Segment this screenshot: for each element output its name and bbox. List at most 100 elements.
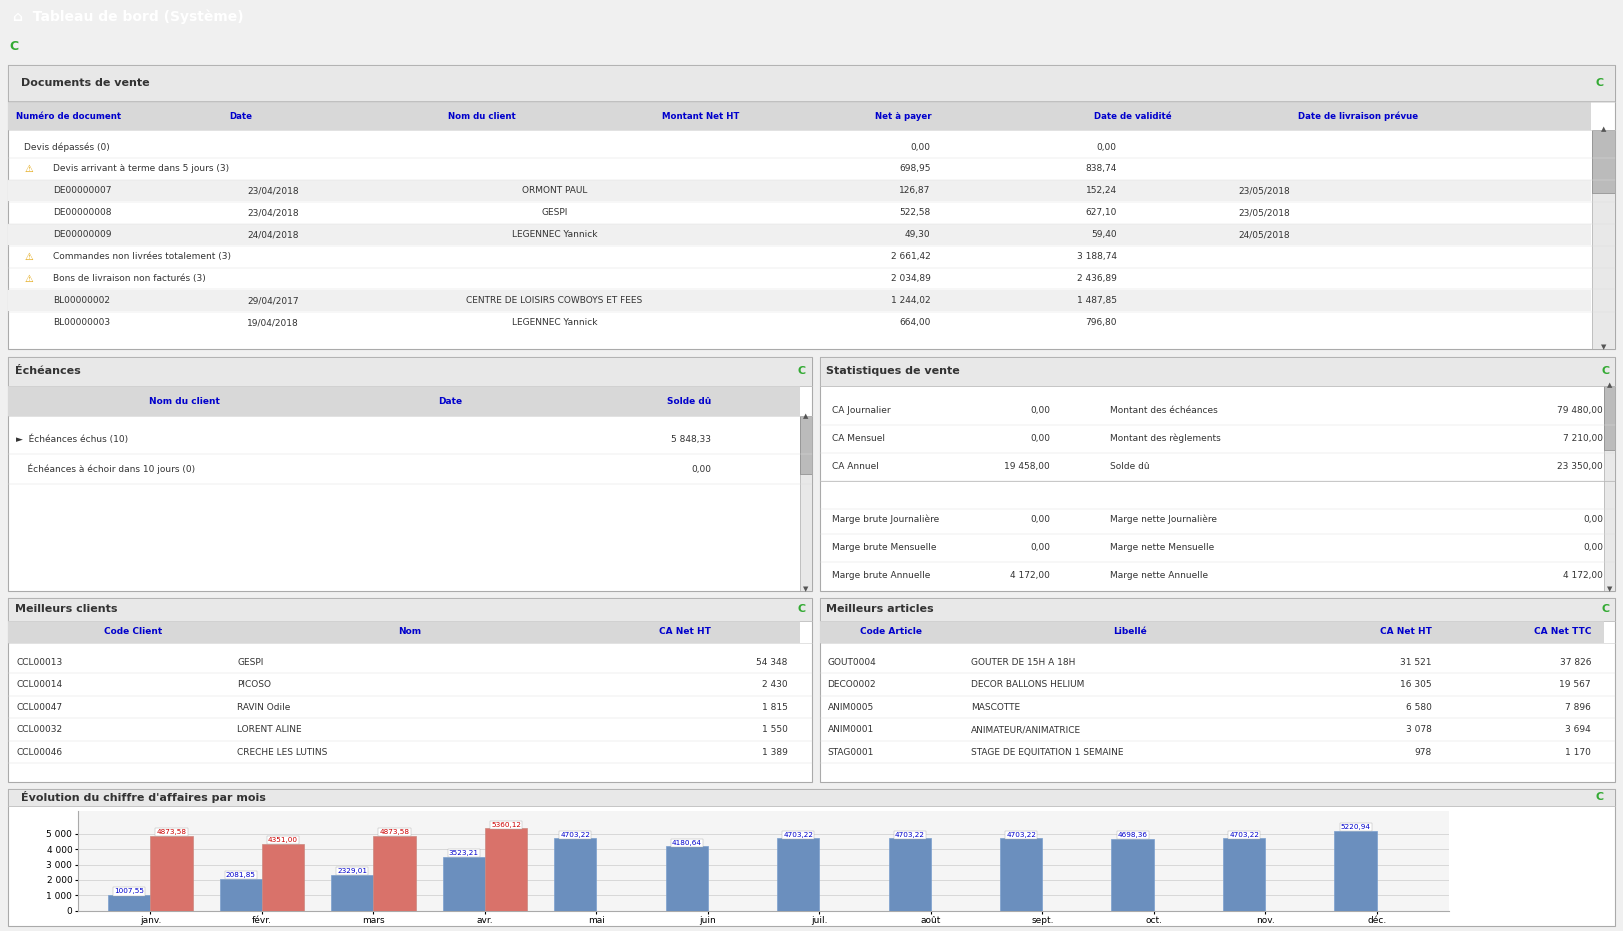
Text: CA Net HT: CA Net HT [1380,627,1431,636]
FancyBboxPatch shape [8,789,1615,926]
Text: 0,00: 0,00 [1031,544,1050,552]
Text: 2329,01: 2329,01 [338,869,367,874]
Text: 0,00: 0,00 [1031,434,1050,443]
Text: CA Mensuel: CA Mensuel [831,434,885,443]
Text: 19/04/2018: 19/04/2018 [247,318,299,327]
Text: 19 567: 19 567 [1560,681,1591,689]
Text: ►  Échéances échus (10): ► Échéances échus (10) [16,435,128,444]
Text: 4703,22: 4703,22 [784,831,813,838]
Text: C: C [10,40,19,53]
Text: C: C [799,366,807,376]
Text: Date: Date [229,112,253,121]
Bar [219,879,261,911]
Text: ▼: ▼ [1607,587,1612,592]
Text: MASCOTTE: MASCOTTE [971,703,1019,711]
Bar [1592,130,1615,349]
Text: 0,00: 0,00 [1582,544,1604,552]
Text: ⚠: ⚠ [24,251,32,262]
Text: CCL00046: CCL00046 [16,748,62,757]
Text: 23 350,00: 23 350,00 [1556,463,1604,471]
Bar [261,843,304,911]
Text: 698,95: 698,95 [899,164,930,173]
Bar [109,895,151,911]
Bar [820,598,1615,621]
Text: C: C [1602,604,1610,614]
Text: 0,00: 0,00 [1031,515,1050,524]
Text: 627,10: 627,10 [1086,209,1117,217]
Text: 4 172,00: 4 172,00 [1563,572,1604,580]
Text: Marge nette Journalière: Marge nette Journalière [1110,515,1217,524]
Bar [8,223,1591,246]
Bar [8,180,1591,201]
Text: 5360,12: 5360,12 [492,822,521,828]
Text: 4703,22: 4703,22 [1006,831,1035,838]
Bar [1224,839,1266,911]
Text: 54 348: 54 348 [756,657,787,667]
Text: DE00000007: DE00000007 [54,186,112,196]
Text: Devis dépassés (0): Devis dépassés (0) [24,142,110,153]
Text: C: C [1595,78,1604,88]
Text: 24/05/2018: 24/05/2018 [1238,230,1290,239]
Text: 49,30: 49,30 [904,230,930,239]
Bar [8,102,1591,130]
Text: BL00000002: BL00000002 [54,296,110,305]
Text: 1 170: 1 170 [1565,748,1591,757]
Bar [1000,839,1042,911]
Bar [1592,130,1615,193]
Text: DE00000009: DE00000009 [54,230,112,239]
Text: CA Annuel: CA Annuel [831,463,878,471]
Bar [820,621,1604,643]
Text: 664,00: 664,00 [899,318,930,327]
Text: Libellé: Libellé [1113,627,1146,636]
Text: ANIM0001: ANIM0001 [828,725,873,735]
Text: Date: Date [438,397,463,406]
Text: Montant des échéances: Montant des échéances [1110,406,1217,415]
Text: 24/04/2018: 24/04/2018 [247,230,299,239]
Text: Solde dû: Solde dû [667,397,711,406]
Bar [800,416,812,591]
Text: ⚠: ⚠ [24,164,32,174]
Text: 4703,22: 4703,22 [894,831,925,838]
Text: 0,00: 0,00 [1582,515,1604,524]
Text: 0,00: 0,00 [1097,143,1117,152]
Bar [8,621,800,643]
Bar [1112,839,1154,911]
Text: CCL00014: CCL00014 [16,681,62,689]
Bar [8,385,800,416]
Text: ▲: ▲ [1607,383,1612,388]
Text: Code Article: Code Article [860,627,922,636]
Text: 3 694: 3 694 [1565,725,1591,735]
Text: 4703,22: 4703,22 [1229,831,1259,838]
Text: GOUT0004: GOUT0004 [828,657,876,667]
Text: 126,87: 126,87 [899,186,930,196]
Text: Marge brute Annuelle: Marge brute Annuelle [831,572,930,580]
Text: LEGENNEC Yannick: LEGENNEC Yannick [511,230,597,239]
Text: 7 210,00: 7 210,00 [1563,434,1604,443]
Text: 0,00: 0,00 [691,465,711,474]
Text: 978: 978 [1415,748,1431,757]
Text: Date de validité: Date de validité [1094,112,1172,121]
Text: 1 815: 1 815 [761,703,787,711]
Text: CCL00013: CCL00013 [16,657,62,667]
Text: 4698,36: 4698,36 [1118,832,1147,838]
Bar [820,357,1615,385]
Text: 522,58: 522,58 [899,209,930,217]
Text: 23/05/2018: 23/05/2018 [1238,186,1290,196]
Text: 23/04/2018: 23/04/2018 [247,209,299,217]
Bar [553,839,596,911]
Text: Nom du client: Nom du client [149,397,221,406]
Bar [331,875,373,911]
Text: 5 848,33: 5 848,33 [670,435,711,444]
Text: 4180,64: 4180,64 [672,840,701,846]
Text: RAVIN Odile: RAVIN Odile [237,703,291,711]
Text: C: C [1595,792,1604,803]
FancyBboxPatch shape [8,598,812,782]
Text: Meilleurs articles: Meilleurs articles [826,604,933,614]
FancyBboxPatch shape [820,598,1615,782]
Text: Numéro de document: Numéro de document [16,112,122,121]
Text: 3 188,74: 3 188,74 [1076,252,1117,261]
Text: ⌂  Tableau de bord (Système): ⌂ Tableau de bord (Système) [13,9,243,23]
Text: Marge nette Mensuelle: Marge nette Mensuelle [1110,544,1214,552]
Text: 29/04/2017: 29/04/2017 [247,296,299,305]
Text: ▲: ▲ [803,412,808,419]
